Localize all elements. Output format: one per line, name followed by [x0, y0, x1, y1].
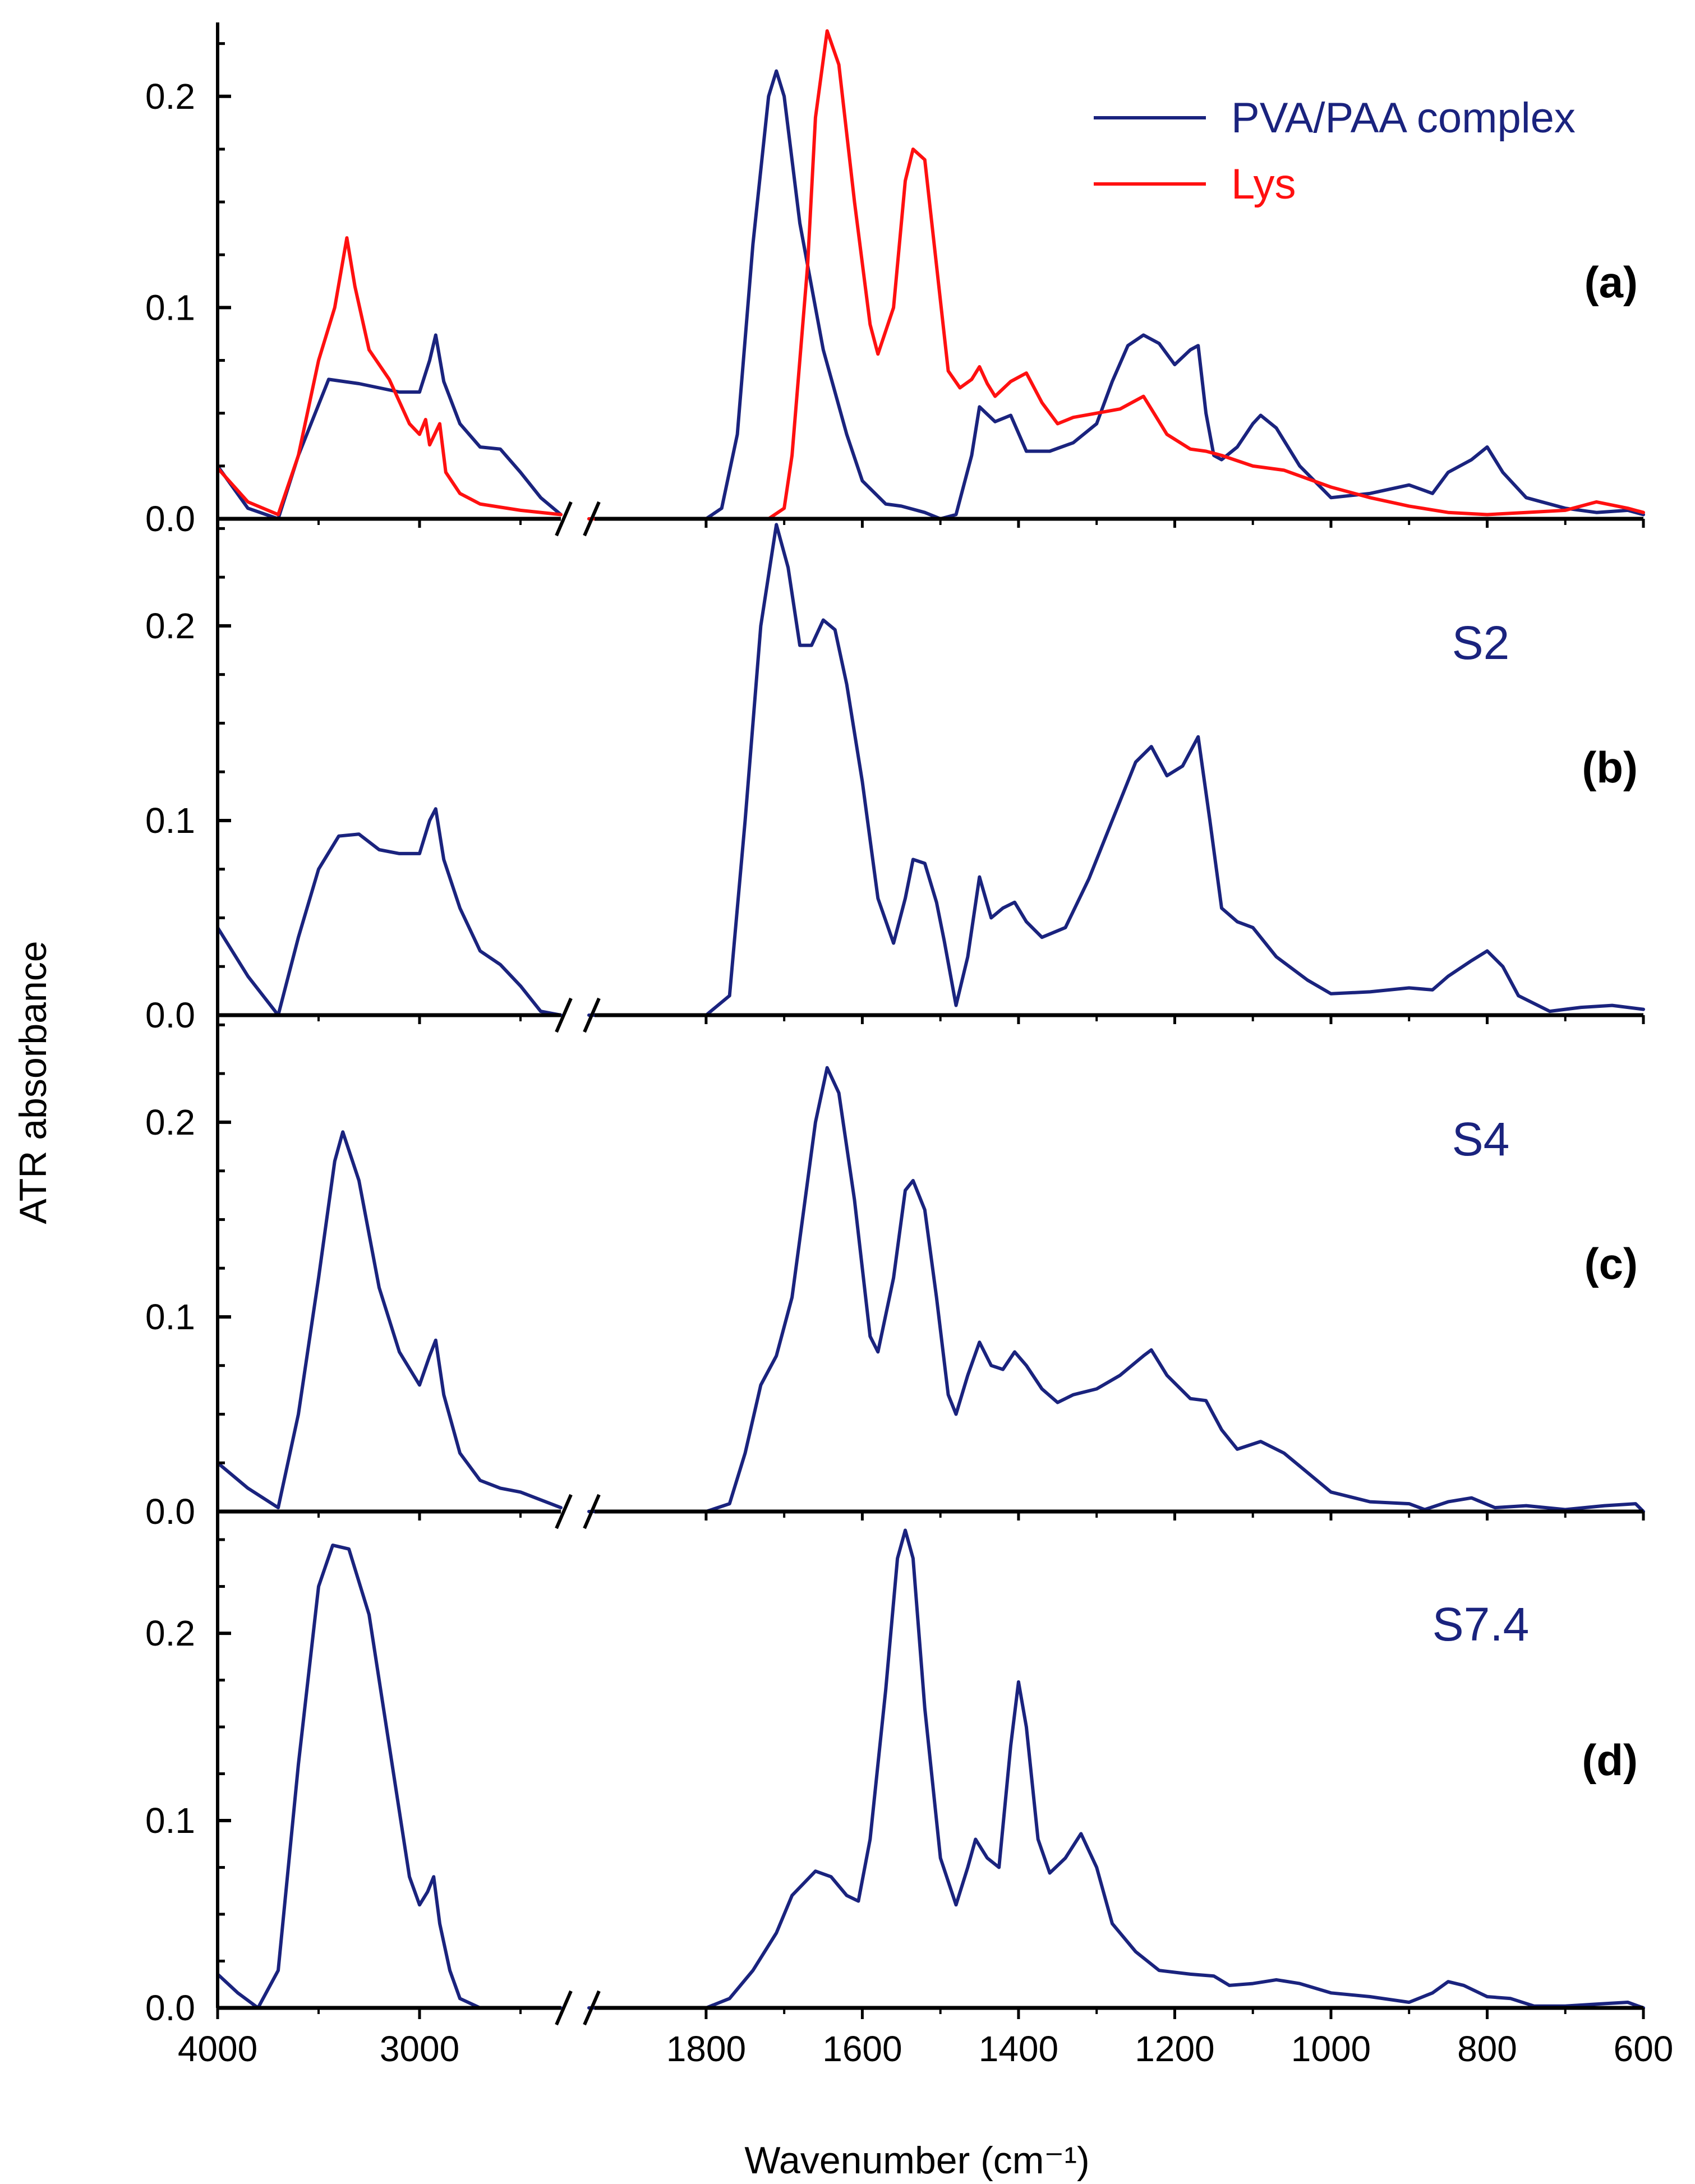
- x-tick-label: 800: [1457, 2029, 1517, 2069]
- x-tick-label: 3000: [380, 2029, 459, 2069]
- panel-0-y-tick-label: 0.0: [145, 499, 195, 539]
- x-tick-label: 1800: [666, 2029, 746, 2069]
- panel-3-sample-label: S7.4: [1433, 1598, 1530, 1651]
- panel-3-axis-break-mark-1: [555, 1990, 573, 2026]
- panel-0-series-0-low: [587, 69, 1645, 520]
- panel-0-series-1-high: [216, 236, 563, 517]
- panel-0-y-tick-label: 0.1: [145, 287, 195, 328]
- panel-2-series-0-high: [216, 1130, 563, 1510]
- x-tick-label: 600: [1614, 2029, 1674, 2069]
- panel-1-y-tick-label: 0.0: [145, 995, 195, 1035]
- panel-0-axis-break-mark-1: [555, 501, 573, 537]
- panel-3-y-tick-label: 0.0: [145, 1988, 195, 2028]
- axes-layer: [216, 22, 1645, 2026]
- panel-1-axis-break-mark-1: [555, 997, 573, 1033]
- panel-1-sample-label: S2: [1452, 616, 1510, 669]
- panel-0-tag: (a): [1585, 257, 1638, 307]
- panel-1-axis-break-mark-2: [583, 997, 601, 1033]
- x-tick-label: 1200: [1135, 2029, 1214, 2069]
- panel-2-sample-label: S4: [1452, 1113, 1510, 1165]
- legend-label-0: PVA/PAA complex: [1231, 94, 1576, 142]
- panel-3-series-0-high: [216, 1543, 563, 2010]
- y-axis-title: ATR absorbance: [12, 941, 54, 1224]
- panel-2-y-tick-label: 0.2: [145, 1102, 195, 1142]
- panel-0-axis-break-mark-2: [583, 501, 601, 537]
- labels-layer: ATR absorbance Wavenumber (cm⁻¹) 0.0 0.1 0…: [12, 76, 1673, 2182]
- panel-1-series-0-high: [216, 807, 563, 1017]
- panel-3-y-tick-label: 0.2: [145, 1613, 195, 1653]
- panel-0-y-tick-label: 0.2: [145, 76, 195, 117]
- panel-3-axis-break-mark-2: [583, 1990, 601, 2026]
- x-tick-label: 1600: [822, 2029, 902, 2069]
- x-tick-label: 1400: [979, 2029, 1058, 2069]
- x-axis-title: Wavenumber (cm⁻¹): [744, 2139, 1089, 2182]
- panel-1-tag: (b): [1582, 743, 1638, 792]
- panel-1-y-tick-label: 0.2: [145, 606, 195, 646]
- series-layer: [216, 29, 1645, 2010]
- panel-1-y-tick-label: 0.1: [145, 800, 195, 841]
- panel-1-series-0-low: [587, 523, 1645, 1017]
- panel-2-y-tick-label: 0.0: [145, 1491, 195, 1532]
- panel-0-series-1-low: [587, 29, 1645, 520]
- panel-3-y-tick-label: 0.1: [145, 1800, 195, 1841]
- panel-2-axis-break-mark-2: [583, 1494, 601, 1529]
- legend-label-1: Lys: [1231, 160, 1296, 208]
- x-tick-label: 1000: [1291, 2029, 1371, 2069]
- panel-2-tag: (c): [1585, 1239, 1638, 1288]
- panel-2-y-tick-label: 0.1: [145, 1297, 195, 1337]
- panel-2-axis-break-mark-1: [555, 1494, 573, 1529]
- panel-2-series-0-low: [587, 1066, 1645, 1513]
- panel-3-series-0-low: [587, 1528, 1645, 2010]
- panel-3-tag: (d): [1582, 1735, 1638, 1785]
- x-tick-label: 4000: [178, 2029, 257, 2069]
